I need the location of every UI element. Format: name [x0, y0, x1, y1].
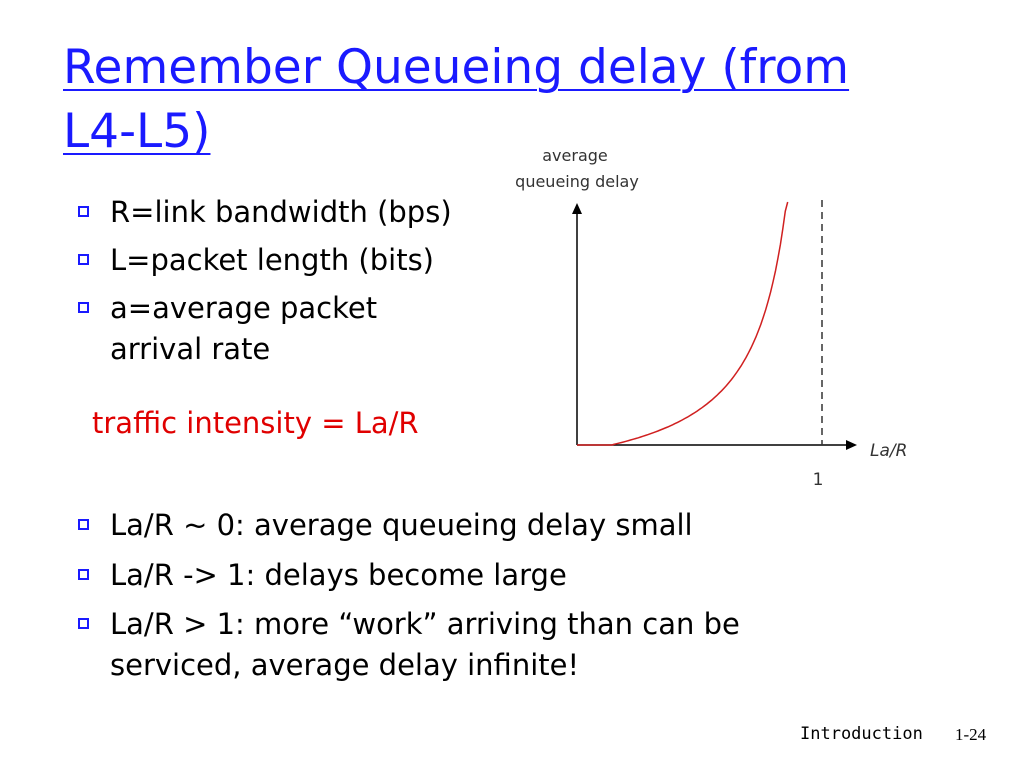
y-axis-label-2: queueing delay — [515, 172, 639, 191]
bullet-square-icon — [78, 569, 89, 580]
bullet-square-icon — [78, 519, 89, 530]
bullet-packet-length: L=packet length (bits) — [78, 240, 434, 281]
y-axis-label-1: average — [542, 146, 608, 165]
slide-title: Remember Queueing delay (from L4-L5) — [63, 40, 850, 159]
bullet-square-icon — [78, 302, 89, 313]
x-axis-arrow-icon — [846, 440, 857, 450]
bullet-square-icon — [78, 254, 89, 265]
bullet-arrival-rate: a=average packet arrival rate — [78, 288, 377, 370]
x-axis-label: La/R — [870, 441, 907, 461]
bullet-square-icon — [78, 206, 89, 217]
delay-curve — [577, 201, 789, 446]
footer-section: Introduction — [800, 724, 923, 744]
y-axis-arrow-icon — [572, 203, 582, 214]
bullet-high-load: La/R -> 1: delays become large — [78, 555, 567, 596]
footer-page-number: 1-24 — [955, 725, 987, 744]
x-tick-1: 1 — [813, 470, 824, 490]
bullet-overload: La/R > 1: more “work” arriving than can … — [78, 604, 740, 686]
traffic-intensity-formula: traffic intensity = La/R — [92, 406, 419, 440]
bullet-low-load: La/R ~ 0: average queueing delay small — [78, 505, 693, 546]
bullet-square-icon — [78, 618, 89, 629]
bullet-bandwidth: R=link bandwidth (bps) — [78, 192, 452, 233]
